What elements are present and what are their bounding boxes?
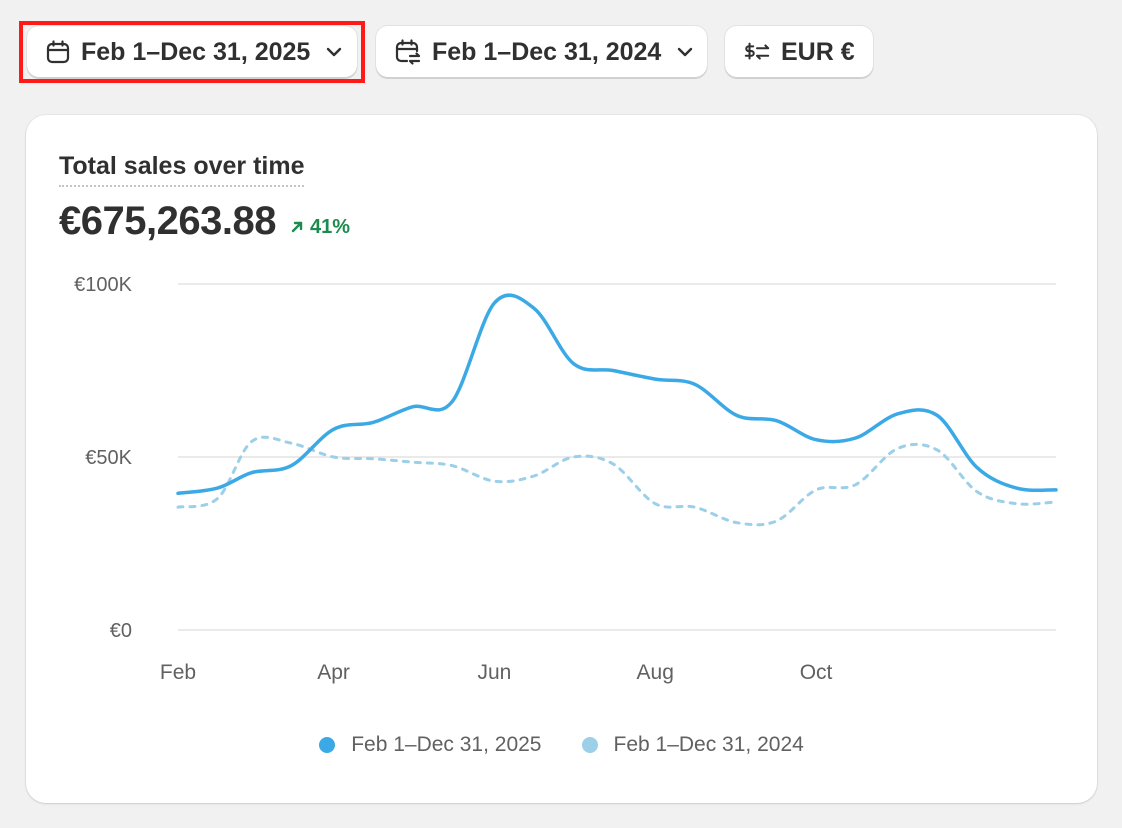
x-tick-label: Feb <box>160 661 196 684</box>
growth-value: 41% <box>309 215 350 238</box>
chevron-down-icon <box>324 40 344 64</box>
y-tick-label: €100K <box>74 274 132 296</box>
y-tick-label: €50K <box>85 447 132 469</box>
toolbar: Feb 1–Dec 31, 2025 Feb 1–Dec 31, 2024 <box>0 0 1122 100</box>
currency-exchange-icon <box>743 38 771 66</box>
currency-label: EUR € <box>781 37 855 66</box>
x-tick-label: Apr <box>317 661 350 684</box>
primary-date-range-label: Feb 1–Dec 31, 2025 <box>81 37 311 66</box>
compare-date-range-button[interactable]: Feb 1–Dec 31, 2024 <box>376 26 707 78</box>
legend-dot-previous <box>581 737 598 753</box>
series-line-current <box>176 293 1058 496</box>
legend-label-previous: Feb 1–Dec 31, 2024 <box>613 733 804 756</box>
calendar-compare-icon <box>394 38 422 66</box>
legend-label-current: Feb 1–Dec 31, 2025 <box>351 733 542 756</box>
chart-legend: Feb 1–Dec 31, 2025 Feb 1–Dec 31, 2024 <box>26 733 1097 757</box>
primary-date-range-button[interactable]: Feb 1–Dec 31, 2025 <box>27 26 357 78</box>
x-tick-label: Oct <box>800 661 833 684</box>
legend-item-previous[interactable]: Feb 1–Dec 31, 2024 <box>581 733 804 757</box>
legend-item-current[interactable]: Feb 1–Dec 31, 2025 <box>319 733 542 757</box>
calendar-icon <box>45 38 71 66</box>
growth-badge: 41% <box>290 216 350 239</box>
x-tick-label: Aug <box>637 661 674 684</box>
legend-dot-current <box>319 737 336 753</box>
currency-button[interactable]: EUR € <box>725 26 873 78</box>
sales-line-chart: €100K €50K €0 Feb Apr Jun Aug Oct <box>74 274 1058 684</box>
y-tick-label: €0 <box>110 620 132 642</box>
card-title[interactable]: Total sales over time <box>59 152 305 187</box>
total-sales-card: Total sales over time €675,263.88 41% €1… <box>26 115 1097 803</box>
arrow-up-right-icon <box>290 220 304 234</box>
total-row: €675,263.88 41% <box>59 199 350 244</box>
compare-date-range-label: Feb 1–Dec 31, 2024 <box>432 37 662 66</box>
chevron-down-icon <box>675 40 695 64</box>
series-line-previous <box>176 435 1058 527</box>
x-tick-label: Jun <box>477 661 511 684</box>
total-sales-value: €675,263.88 <box>59 199 276 243</box>
